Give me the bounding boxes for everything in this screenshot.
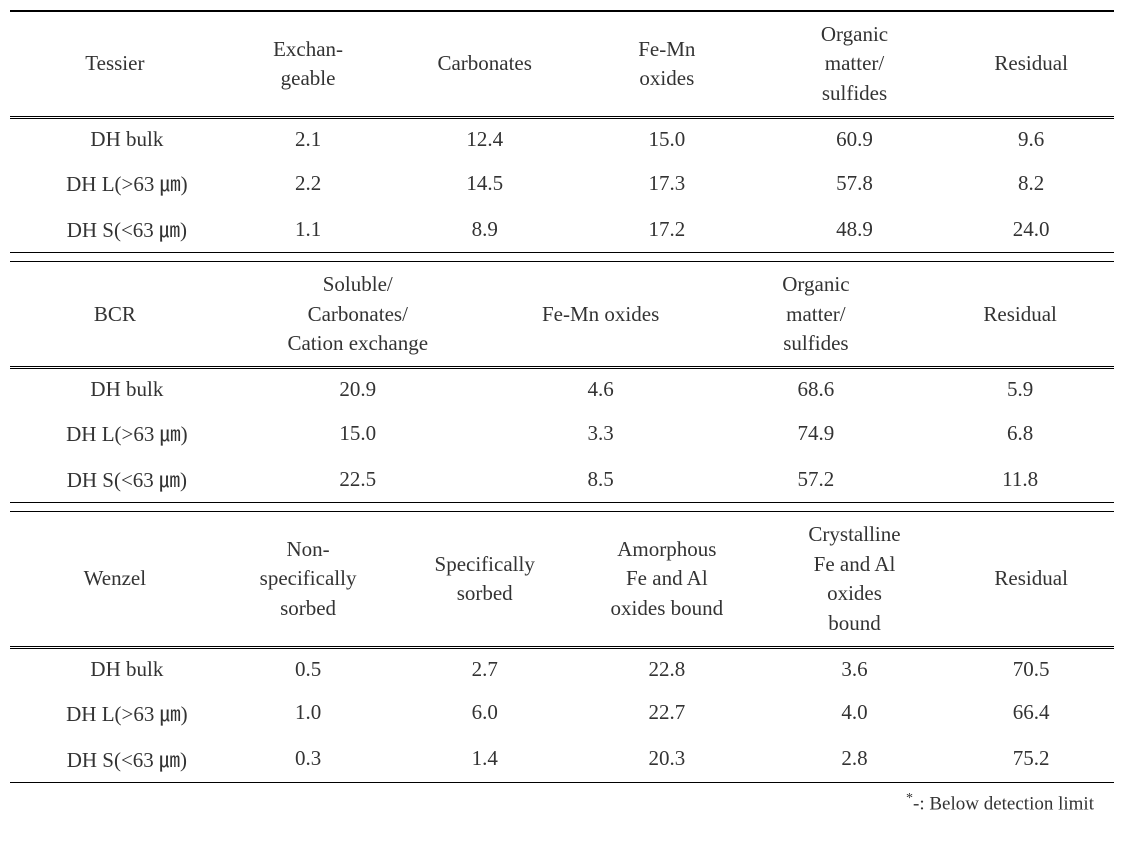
footnote-marker: * bbox=[906, 791, 913, 806]
data-cell: 75.2 bbox=[948, 736, 1114, 783]
data-cell: 22.5 bbox=[220, 456, 496, 503]
tessier-header-3: Fe-Mnoxides bbox=[573, 11, 761, 118]
bcr-header-2: Fe-Mn oxides bbox=[496, 262, 706, 368]
table-row: DH S(<63 ㎛) 22.5 8.5 57.2 11.8 bbox=[10, 456, 1114, 503]
data-cell: 20.3 bbox=[573, 736, 761, 783]
data-cell: 2.8 bbox=[761, 736, 949, 783]
row-label: DH bulk bbox=[10, 118, 220, 161]
data-cell: 24.0 bbox=[948, 206, 1114, 253]
row-label: DH S(<63 ㎛) bbox=[10, 206, 220, 253]
tessier-header-4: Organicmatter/sulfides bbox=[761, 11, 949, 118]
data-cell: 8.5 bbox=[496, 456, 706, 503]
row-label: DH bulk bbox=[10, 368, 220, 411]
data-cell: 3.6 bbox=[761, 647, 949, 690]
row-label: DH L(>63 ㎛) bbox=[10, 410, 220, 456]
data-cell: 1.4 bbox=[396, 736, 573, 783]
row-label: DH S(<63 ㎛) bbox=[10, 456, 220, 503]
bcr-header-row: BCR Soluble/Carbonates/Cation exchange F… bbox=[10, 262, 1114, 368]
tessier-header-5: Residual bbox=[948, 11, 1114, 118]
data-cell: 15.0 bbox=[220, 410, 496, 456]
data-cell: 74.9 bbox=[706, 410, 927, 456]
bcr-header-1: Soluble/Carbonates/Cation exchange bbox=[220, 262, 496, 368]
data-cell: 22.8 bbox=[573, 647, 761, 690]
data-cell: 2.1 bbox=[220, 118, 397, 161]
data-cell: 12.4 bbox=[396, 118, 573, 161]
table-row: DH S(<63 ㎛) 1.1 8.9 17.2 48.9 24.0 bbox=[10, 206, 1114, 253]
bcr-header-3: Organicmatter/sulfides bbox=[706, 262, 927, 368]
data-cell: 60.9 bbox=[761, 118, 949, 161]
wenzel-header-2: Specificallysorbed bbox=[396, 512, 573, 648]
tessier-header-2: Carbonates bbox=[396, 11, 573, 118]
data-cell: 8.9 bbox=[396, 206, 573, 253]
table-row: DH L(>63 ㎛) 15.0 3.3 74.9 6.8 bbox=[10, 410, 1114, 456]
tessier-table: Tessier Exchan-geable Carbonates Fe-Mnox… bbox=[10, 10, 1114, 253]
data-cell: 20.9 bbox=[220, 368, 496, 411]
wenzel-header-1: Non-specificallysorbed bbox=[220, 512, 397, 648]
data-cell: 0.3 bbox=[220, 736, 397, 783]
data-cell: 1.1 bbox=[220, 206, 397, 253]
wenzel-header-4: CrystallineFe and Aloxidesbound bbox=[761, 512, 949, 648]
footnote: *-: Below detection limit bbox=[10, 791, 1114, 815]
tessier-header-1: Exchan-geable bbox=[220, 11, 397, 118]
data-cell: 1.0 bbox=[220, 690, 397, 736]
wenzel-table: Wenzel Non-specificallysorbed Specifical… bbox=[10, 511, 1114, 783]
data-cell: 57.2 bbox=[706, 456, 927, 503]
tessier-name: Tessier bbox=[10, 11, 220, 118]
data-cell: 0.5 bbox=[220, 647, 397, 690]
row-label: DH L(>63 ㎛) bbox=[10, 690, 220, 736]
data-cell: 2.2 bbox=[220, 160, 397, 206]
row-label: DH L(>63 ㎛) bbox=[10, 160, 220, 206]
table-row: DH bulk 0.5 2.7 22.8 3.6 70.5 bbox=[10, 647, 1114, 690]
footnote-text: -: Below detection limit bbox=[913, 793, 1094, 814]
data-cell: 4.6 bbox=[496, 368, 706, 411]
data-cell: 11.8 bbox=[926, 456, 1114, 503]
data-cell: 17.3 bbox=[573, 160, 761, 206]
bcr-table: BCR Soluble/Carbonates/Cation exchange F… bbox=[10, 261, 1114, 503]
data-cell: 2.7 bbox=[396, 647, 573, 690]
bcr-header-4: Residual bbox=[926, 262, 1114, 368]
data-cell: 6.8 bbox=[926, 410, 1114, 456]
wenzel-header-3: AmorphousFe and Aloxides bound bbox=[573, 512, 761, 648]
row-label: DH bulk bbox=[10, 647, 220, 690]
table-row: DH L(>63 ㎛) 1.0 6.0 22.7 4.0 66.4 bbox=[10, 690, 1114, 736]
table-row: DH bulk 2.1 12.4 15.0 60.9 9.6 bbox=[10, 118, 1114, 161]
data-cell: 4.0 bbox=[761, 690, 949, 736]
tessier-header-row: Tessier Exchan-geable Carbonates Fe-Mnox… bbox=[10, 11, 1114, 118]
data-cell: 6.0 bbox=[396, 690, 573, 736]
tables-wrapper: Tessier Exchan-geable Carbonates Fe-Mnox… bbox=[10, 10, 1114, 815]
wenzel-name: Wenzel bbox=[10, 512, 220, 648]
row-label: DH S(<63 ㎛) bbox=[10, 736, 220, 783]
data-cell: 5.9 bbox=[926, 368, 1114, 411]
wenzel-header-5: Residual bbox=[948, 512, 1114, 648]
data-cell: 14.5 bbox=[396, 160, 573, 206]
data-cell: 66.4 bbox=[948, 690, 1114, 736]
data-cell: 57.8 bbox=[761, 160, 949, 206]
data-cell: 70.5 bbox=[948, 647, 1114, 690]
data-cell: 3.3 bbox=[496, 410, 706, 456]
data-cell: 22.7 bbox=[573, 690, 761, 736]
wenzel-header-row: Wenzel Non-specificallysorbed Specifical… bbox=[10, 512, 1114, 648]
bcr-name: BCR bbox=[10, 262, 220, 368]
table-row: DH L(>63 ㎛) 2.2 14.5 17.3 57.8 8.2 bbox=[10, 160, 1114, 206]
data-cell: 8.2 bbox=[948, 160, 1114, 206]
data-cell: 15.0 bbox=[573, 118, 761, 161]
data-cell: 68.6 bbox=[706, 368, 927, 411]
data-cell: 48.9 bbox=[761, 206, 949, 253]
data-cell: 9.6 bbox=[948, 118, 1114, 161]
table-row: DH bulk 20.9 4.6 68.6 5.9 bbox=[10, 368, 1114, 411]
table-row: DH S(<63 ㎛) 0.3 1.4 20.3 2.8 75.2 bbox=[10, 736, 1114, 783]
data-cell: 17.2 bbox=[573, 206, 761, 253]
